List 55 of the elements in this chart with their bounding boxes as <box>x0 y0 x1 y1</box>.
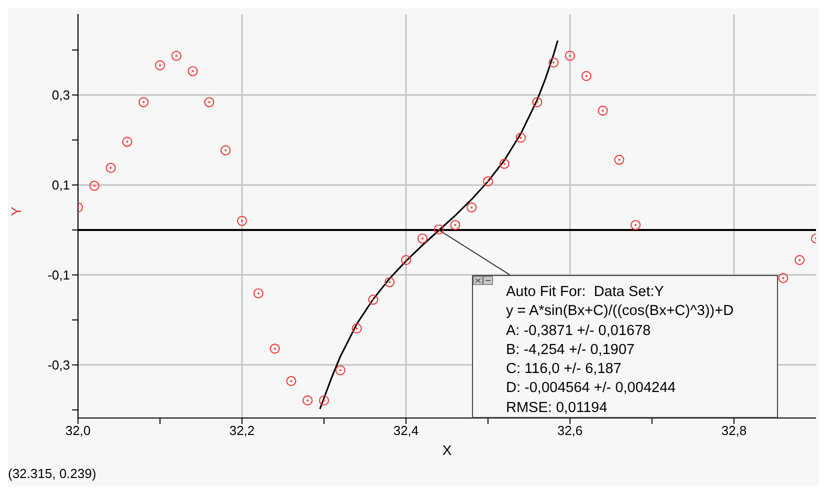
point <box>581 71 592 82</box>
annotation: RMSE: 0,01194 <box>506 398 608 418</box>
point <box>352 323 362 334</box>
point <box>614 154 624 165</box>
y-tick-label: 0,3 <box>52 88 70 103</box>
point <box>286 376 296 386</box>
point <box>89 180 100 191</box>
point <box>564 50 576 61</box>
annotation: A: -0,3871 +/- 0,01678 <box>506 322 652 341</box>
point <box>368 294 378 305</box>
x-tick-label: 32,6 <box>557 423 583 438</box>
point <box>122 136 132 147</box>
point <box>778 273 788 284</box>
point <box>450 220 460 230</box>
point <box>171 50 182 61</box>
point <box>138 97 149 108</box>
annotation: B: -4,254 +/- 0,1907 <box>506 340 636 360</box>
point <box>499 158 510 169</box>
point <box>302 395 313 406</box>
point <box>318 395 330 406</box>
point <box>434 224 444 235</box>
point <box>253 288 264 298</box>
annotation: C: 116,0 +/- 6,187 <box>506 360 622 380</box>
point <box>335 365 346 376</box>
point <box>548 58 559 68</box>
point <box>482 176 494 186</box>
point <box>106 162 116 173</box>
y-tick-label: -0,3 <box>48 358 70 373</box>
point <box>516 132 526 143</box>
point <box>598 106 608 116</box>
point <box>417 233 428 244</box>
point <box>630 220 641 230</box>
point <box>384 277 395 288</box>
point <box>204 97 214 108</box>
point <box>466 202 477 212</box>
text: (32.315, 0.239) <box>8 466 96 481</box>
point <box>154 60 166 70</box>
x-tick-label: 32,0 <box>65 423 91 438</box>
point <box>236 216 248 226</box>
point <box>400 255 412 266</box>
annotation: y = A*sin(Bx+C)/((cos(Bx+C)^3))+D <box>506 302 734 322</box>
point <box>220 145 231 156</box>
annotation: D: -0,004564 +/- 0,004244 <box>506 379 677 398</box>
y-tick-label: -0,1 <box>48 268 70 283</box>
y-tick-label: 0,1 <box>52 178 70 193</box>
y-axis-title: Y <box>8 206 24 216</box>
x-tick-label: 32,4 <box>393 423 419 438</box>
point <box>270 344 280 354</box>
point <box>188 66 198 76</box>
x-axis-title: X <box>442 442 452 458</box>
x-tick-label: 32,8 <box>721 423 747 438</box>
point <box>794 255 805 266</box>
point <box>532 97 542 108</box>
x-tick-label: 32,2 <box>229 423 255 438</box>
annotation: Auto Fit For: Data Set:Y <box>506 283 665 302</box>
